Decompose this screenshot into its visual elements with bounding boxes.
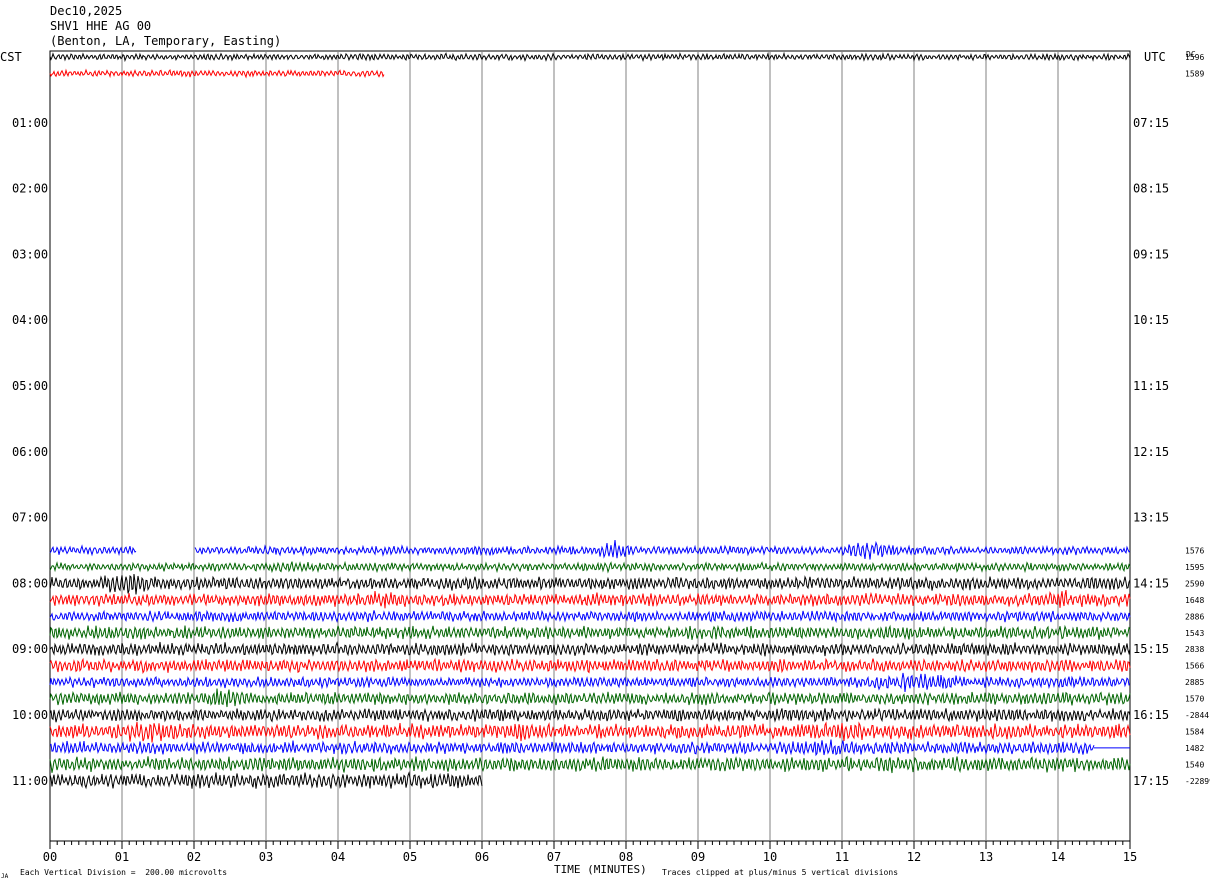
plot-frame <box>49 50 1131 842</box>
utc-hour-label: 15:15 <box>1133 642 1169 656</box>
cst-hour-label: 10:00 <box>12 708 48 722</box>
trace-dc-label: 2886 <box>1185 612 1204 621</box>
seismic-trace <box>49 755 1131 774</box>
seismic-trace <box>49 771 483 790</box>
cst-hour-label: 03:00 <box>12 247 48 261</box>
cst-hour-label: 07:00 <box>12 511 48 525</box>
x-tick-label: 14 <box>1051 850 1065 864</box>
seismic-trace <box>49 609 1131 624</box>
utc-hour-label: 13:15 <box>1133 511 1169 525</box>
cst-hour-label: 11:00 <box>12 774 48 788</box>
cst-hour-label: 08:00 <box>12 576 48 590</box>
cst-hour-label: 01:00 <box>12 116 48 130</box>
trace-dc-label: 1482 <box>1185 744 1204 753</box>
trace-dc-label: 1589 <box>1185 69 1204 78</box>
seismic-trace <box>49 68 385 79</box>
x-tick-label: 00 <box>43 850 57 864</box>
x-tick-label: 04 <box>331 850 345 864</box>
trace-dc-label: -2844 <box>1185 711 1209 720</box>
x-tick-label: 02 <box>187 850 201 864</box>
seismic-traces <box>49 51 1131 790</box>
cst-axis-label: CST <box>0 50 22 64</box>
cst-hour-label: 05:00 <box>12 379 48 393</box>
dc-code-label: DC <box>1186 50 1196 59</box>
cst-hour-label: 04:00 <box>12 313 48 327</box>
seismic-trace <box>49 624 1131 641</box>
x-tick-label: 12 <box>907 850 921 864</box>
trace-dc-label: 1595 <box>1185 563 1204 572</box>
clip-note: Traces clipped at plus/minus 5 vertical … <box>662 868 899 877</box>
x-tick-label: 01 <box>115 850 129 864</box>
x-tick-label: 05 <box>403 850 417 864</box>
trace-dc-label: 1543 <box>1185 629 1204 638</box>
utc-hour-label: 17:15 <box>1133 774 1169 788</box>
seismic-trace <box>49 590 1131 609</box>
axis-labels: 00 01 02 03 04 05 06 07 08 09 10 11 12 13 14 15 01:00 02:… <box>12 53 1210 864</box>
seismic-trace <box>49 560 1131 574</box>
x-axis-title: TIME (MINUTES) <box>554 863 647 876</box>
utc-hour-label: 10:15 <box>1133 313 1169 327</box>
x-tick-label: 08 <box>619 850 633 864</box>
seismic-trace <box>49 641 1131 657</box>
trace-dc-label: 1540 <box>1185 760 1204 769</box>
utc-hour-label: 12:15 <box>1133 445 1169 459</box>
scale-note: Each Vertical Division = 200.00 microvol… <box>20 868 228 877</box>
trace-dc-label: 1584 <box>1185 727 1204 736</box>
utc-hour-label: 08:15 <box>1133 182 1169 196</box>
trace-dc-label: 1648 <box>1185 596 1204 605</box>
cst-hour-label: 02:00 <box>12 182 48 196</box>
trace-dc-label: 2885 <box>1185 678 1204 687</box>
seismic-trace <box>49 688 1131 708</box>
x-tick-label: 11 <box>835 850 849 864</box>
x-tick-label: 03 <box>259 850 273 864</box>
trace-dc-label: 1570 <box>1185 695 1204 704</box>
trace-dc-label: -22899 <box>1185 777 1210 786</box>
seismic-trace <box>49 51 1131 63</box>
header-date: Dec10,2025 <box>50 4 123 18</box>
seismic-trace <box>49 721 1131 743</box>
utc-hour-label: 09:15 <box>1133 247 1169 261</box>
seismic-trace <box>49 739 1130 757</box>
seismic-trace <box>49 657 1131 675</box>
trace-dc-label: 1566 <box>1185 662 1204 671</box>
header-location: (Benton, LA, Temporary, Easting) <box>50 34 282 48</box>
utc-axis-label: UTC <box>1144 50 1166 64</box>
utc-hour-label: 11:15 <box>1133 379 1169 393</box>
trace-dc-label: 2590 <box>1185 579 1204 588</box>
x-tick-label: 10 <box>763 850 777 864</box>
trace-dc-label: 1596 <box>1185 53 1204 62</box>
utc-hour-label: 14:15 <box>1133 576 1169 590</box>
utc-hour-label: 07:15 <box>1133 116 1169 130</box>
utc-hour-label: 16:15 <box>1133 708 1169 722</box>
corner-mark: JA <box>1 873 9 880</box>
minute-grid <box>49 50 1131 849</box>
cst-hour-label: 06:00 <box>12 445 48 459</box>
x-tick-label: 06 <box>475 850 489 864</box>
seismic-trace <box>49 707 1131 723</box>
x-tick-label: 15 <box>1123 850 1137 864</box>
header-station: SHV1 HHE AG 00 <box>50 19 152 33</box>
x-tick-label: 07 <box>547 850 561 864</box>
trace-dc-label: 2838 <box>1185 645 1204 654</box>
trace-dc-label: 1576 <box>1185 547 1204 556</box>
seismic-trace <box>49 573 1131 595</box>
seismic-trace <box>49 540 1131 560</box>
x-tick-label: 13 <box>979 850 993 864</box>
seismic-trace <box>49 672 1131 693</box>
x-tick-label: 09 <box>691 850 705 864</box>
cst-hour-label: 09:00 <box>12 642 48 656</box>
